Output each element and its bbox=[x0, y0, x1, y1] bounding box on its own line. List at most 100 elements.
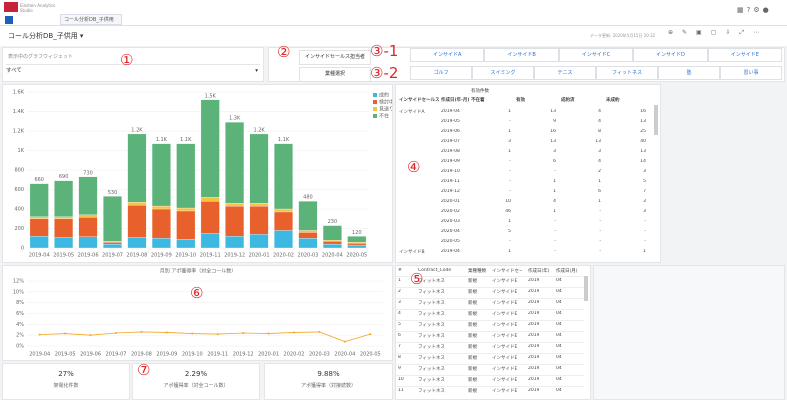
bar-segment bbox=[177, 211, 196, 239]
cell: - bbox=[561, 249, 601, 254]
cell: 新規 bbox=[468, 311, 477, 317]
row-line bbox=[396, 320, 584, 321]
x-tick-label: 2019-06 bbox=[78, 253, 99, 259]
line bbox=[40, 332, 371, 342]
total-label: 730 bbox=[83, 170, 93, 176]
cell: 2019-10 bbox=[441, 169, 460, 174]
cell: 新規 bbox=[468, 289, 477, 295]
bar-segment bbox=[177, 239, 196, 248]
cell: 9 bbox=[398, 366, 401, 371]
cell: 6 bbox=[516, 159, 556, 164]
cell: 2020-04 bbox=[441, 229, 460, 234]
bar-segment bbox=[250, 234, 269, 248]
bar-segment bbox=[299, 238, 318, 248]
option-button[interactable]: スイミング bbox=[472, 66, 534, 80]
point bbox=[39, 334, 41, 336]
point bbox=[318, 331, 320, 333]
annotation: ⑤ bbox=[410, 272, 423, 287]
cell: 5 bbox=[398, 322, 401, 327]
toolbar[interactable]: ⊕✎▣▢⇩⤢⋯ bbox=[668, 29, 783, 42]
tab-label: コール分析DB_子供用 bbox=[64, 17, 114, 23]
legend-label: 成約 bbox=[379, 92, 389, 99]
option-button[interactable]: テニス bbox=[534, 66, 596, 80]
row-line bbox=[396, 287, 584, 288]
option-button[interactable]: インサイドB bbox=[484, 48, 558, 62]
cell: - bbox=[471, 179, 511, 184]
kpi-label: アポ獲得率（対全コール数） bbox=[133, 382, 259, 389]
column-header: 作成日(月) bbox=[556, 268, 586, 274]
x-tick-label: 2020-03 bbox=[309, 352, 330, 358]
cell: 新規 bbox=[468, 344, 477, 350]
bar-segment bbox=[274, 230, 293, 248]
cell: フィットネス bbox=[418, 355, 445, 361]
x-tick-label: 2019-05 bbox=[53, 253, 74, 259]
cell: 10 bbox=[471, 199, 511, 204]
cell: 2019 bbox=[528, 333, 539, 338]
bar-segment bbox=[201, 197, 220, 201]
column-header: インサイドセールス bbox=[399, 97, 440, 103]
cell: 2019-06 bbox=[441, 129, 460, 134]
tab[interactable]: コール分析DB_子供用 bbox=[60, 14, 122, 25]
cell: フィットネス bbox=[418, 289, 445, 295]
cell: インサイドE bbox=[492, 289, 517, 295]
bar-segment bbox=[103, 196, 122, 241]
bar-segment bbox=[250, 203, 269, 206]
cell: 新規 bbox=[468, 278, 477, 284]
cell: インサイドE bbox=[492, 366, 517, 372]
point bbox=[217, 333, 219, 335]
cell: 2019 bbox=[528, 344, 539, 349]
industry-label: 業種選択 bbox=[299, 67, 371, 82]
cell: 2019-08 bbox=[441, 149, 460, 154]
logo bbox=[4, 2, 18, 12]
cell: インサイドE bbox=[492, 322, 517, 328]
total-label: 1.2K bbox=[253, 127, 265, 133]
cell: 10 bbox=[398, 377, 404, 382]
user-icons[interactable]: ▦?⚙● bbox=[737, 6, 783, 14]
bar-segment bbox=[177, 208, 196, 211]
y-tick-label: 1.2K bbox=[13, 129, 25, 135]
cell: 4 bbox=[561, 119, 601, 124]
option-button[interactable]: インサイドE bbox=[708, 48, 782, 62]
bar-segment bbox=[323, 244, 342, 248]
column-header: 有効 bbox=[516, 97, 525, 103]
cell: 新規 bbox=[468, 366, 477, 372]
cell: インサイドE bbox=[492, 278, 517, 284]
cell: 1 bbox=[471, 219, 511, 224]
bar-segment bbox=[348, 245, 367, 248]
annotation: ③-2 bbox=[370, 66, 398, 81]
bar-segment bbox=[54, 219, 73, 238]
bar-segment bbox=[103, 244, 122, 248]
option-button[interactable]: 塾 bbox=[658, 66, 720, 80]
total-label: 1.5K bbox=[205, 93, 217, 99]
cell: 1 bbox=[606, 249, 646, 254]
option-button[interactable]: フィットネス bbox=[596, 66, 658, 80]
total-label: 690 bbox=[59, 174, 69, 180]
x-tick-label: 2019-08 bbox=[126, 253, 147, 259]
bar-segment bbox=[54, 217, 73, 219]
legend-label: 不在 bbox=[379, 113, 389, 120]
point bbox=[166, 331, 168, 333]
annotation: ⑦ bbox=[137, 363, 150, 378]
cell: 3 bbox=[606, 169, 646, 174]
cell: - bbox=[471, 159, 511, 164]
cell: インサイドE bbox=[492, 333, 517, 339]
total-label: 120 bbox=[352, 230, 362, 236]
app-icon bbox=[5, 16, 13, 24]
x-tick-label: 2020-05 bbox=[360, 352, 381, 358]
cell: 25 bbox=[606, 129, 646, 134]
bar-segment bbox=[274, 212, 293, 231]
cell: 04 bbox=[556, 300, 562, 305]
line-chart-panel: 月別 アポ獲得率（対全コール数）0%2%4%6%8%10%12%2019-042… bbox=[2, 265, 393, 361]
option-button[interactable]: インサイドD bbox=[633, 48, 707, 62]
cell: 04 bbox=[556, 377, 562, 382]
option-button[interactable]: インサイドC bbox=[559, 48, 633, 62]
bar-segment bbox=[274, 209, 293, 212]
option-button[interactable]: 習い事 bbox=[720, 66, 782, 80]
option-button[interactable]: インサイドA bbox=[410, 48, 484, 62]
option-button[interactable]: ゴルフ bbox=[410, 66, 472, 80]
bar-segment bbox=[79, 237, 98, 248]
cell: 13 bbox=[606, 149, 646, 154]
cell: 新規 bbox=[468, 388, 477, 394]
y-tick-label: 600 bbox=[14, 187, 24, 193]
row-line bbox=[396, 276, 584, 277]
